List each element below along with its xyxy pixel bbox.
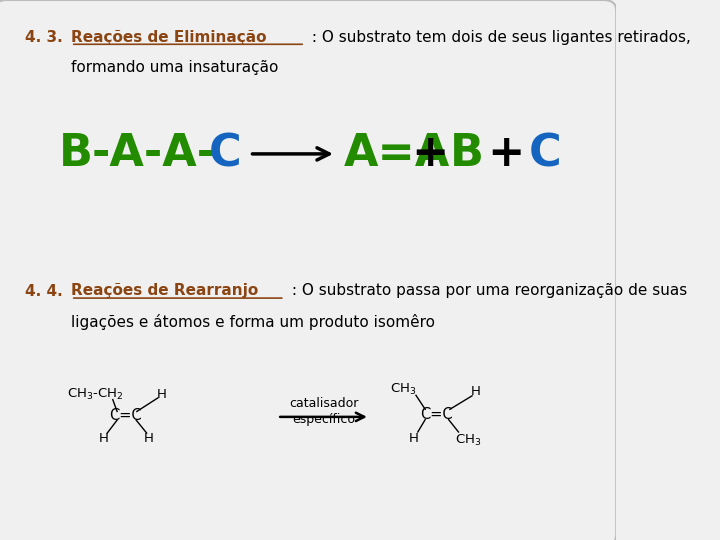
Text: C: C bbox=[208, 132, 241, 176]
Text: 4. 3.: 4. 3. bbox=[24, 30, 63, 45]
Text: H: H bbox=[409, 432, 419, 445]
Text: catalisador: catalisador bbox=[289, 397, 359, 410]
Text: CH$_3$-CH$_2$: CH$_3$-CH$_2$ bbox=[67, 387, 124, 402]
Text: específico: específico bbox=[292, 413, 355, 426]
Text: H: H bbox=[156, 388, 166, 401]
Text: H: H bbox=[144, 432, 154, 445]
Text: +: + bbox=[487, 132, 524, 176]
Text: C=C: C=C bbox=[109, 408, 141, 423]
Text: A=A: A=A bbox=[344, 132, 450, 176]
Text: formando uma insaturação: formando uma insaturação bbox=[71, 60, 278, 76]
Text: Reações de Eliminação: Reações de Eliminação bbox=[71, 30, 266, 45]
Text: Reações de Rearranjo: Reações de Rearranjo bbox=[71, 284, 258, 299]
Text: CH$_3$: CH$_3$ bbox=[455, 433, 482, 448]
FancyBboxPatch shape bbox=[0, 0, 616, 540]
Text: : O substrato tem dois de seus ligantes retirados,: : O substrato tem dois de seus ligantes … bbox=[307, 30, 690, 45]
Text: ligações e átomos e forma um produto isomêro: ligações e átomos e forma um produto iso… bbox=[71, 314, 435, 330]
Text: +: + bbox=[412, 132, 449, 176]
Text: : O substrato passa por uma reorganização de suas: : O substrato passa por uma reorganizaçã… bbox=[287, 284, 687, 299]
Text: B: B bbox=[58, 132, 93, 176]
Text: H: H bbox=[471, 385, 481, 398]
Text: C: C bbox=[528, 132, 562, 176]
Text: B: B bbox=[450, 132, 484, 176]
Text: C=C: C=C bbox=[420, 407, 453, 422]
Text: H: H bbox=[99, 432, 109, 445]
Text: -A-A-: -A-A- bbox=[91, 132, 215, 176]
Text: 4. 4.: 4. 4. bbox=[24, 284, 63, 299]
Text: CH$_3$: CH$_3$ bbox=[390, 382, 417, 397]
